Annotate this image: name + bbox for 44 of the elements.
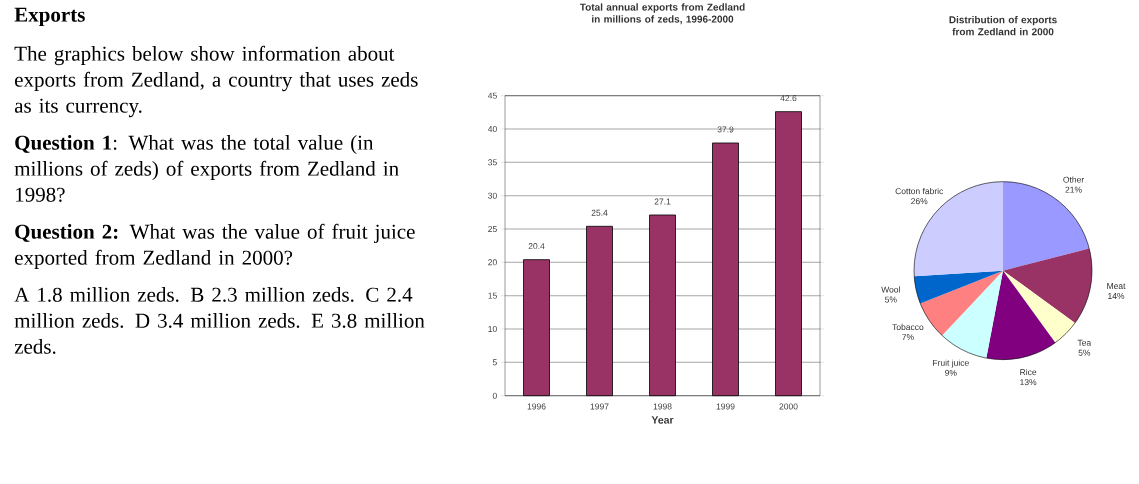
x-axis-title: Year	[651, 416, 674, 424]
y-tick-label: 30	[488, 192, 497, 199]
text: The graphics below show information about exports from Zedland, a country that uses zeds as its currency.	[14, 45, 418, 118]
slice-label: Rice	[1020, 369, 1037, 376]
chart-title: Distribution of exports from Zedland in 2000	[949, 16, 1057, 36]
y-tick-label: 15	[488, 292, 497, 299]
y-tick-label: 25	[488, 226, 497, 233]
data-label: 5%	[1078, 349, 1091, 356]
y-tick-label: 0	[492, 392, 497, 399]
x-tick-label: 1996	[527, 403, 546, 410]
chart-title: Total annual exports from Zedland in millions of zeds, 1996-2000	[579, 3, 745, 25]
data-label: 27.1	[654, 198, 671, 205]
data-label: 7%	[902, 334, 914, 341]
data-label: 13%	[1020, 379, 1037, 386]
data-label: 21%	[1065, 186, 1082, 193]
y-tick-label: 5	[492, 359, 497, 366]
y-tick-label: 35	[488, 159, 497, 166]
x-tick-label: 1997	[590, 403, 609, 410]
slice-label: Meat	[1107, 283, 1126, 290]
y-tick-label: 45	[487, 92, 497, 99]
y-tick-label: 40	[487, 126, 497, 133]
y-tick-label: 10	[488, 326, 497, 333]
y-tick-label: 20	[488, 259, 497, 266]
text: Exports	[14, 8, 85, 27]
slice-label: Fruit juice	[933, 359, 969, 368]
data-label: 42.6	[780, 95, 797, 102]
x-tick-label: 1998	[653, 403, 672, 410]
slice-label: Other	[1063, 176, 1084, 183]
slice-label: Tobacco	[892, 324, 924, 331]
text: A 1.8 million zeds. B 2.3 million zeds. C 2.4 million zeds. D 3.4 million zeds. E 3.8 million zeds.	[14, 287, 425, 355]
data-label: 14%	[1108, 293, 1125, 300]
text: Question 1: What was the total value (in millions of zeds) of exports from Zedland in 1998?	[14, 135, 399, 203]
slice-label: Wool	[881, 286, 900, 293]
slice-label: Tea	[1077, 339, 1092, 346]
data-label: 5%	[885, 296, 897, 303]
x-tick-label: 1999	[716, 403, 735, 410]
data-label: 37.9	[717, 126, 734, 133]
data-label: 20.4	[528, 243, 545, 250]
data-label: 26%	[911, 198, 928, 205]
text: Question 2: What was the value of fruit juice exported from Zedland in 2000?	[15, 223, 415, 270]
x-tick-label: 2000	[779, 403, 798, 410]
slice-label: Cotton fabric	[895, 188, 944, 195]
data-label: 25.4	[591, 209, 608, 216]
data-label: 9%	[945, 370, 957, 377]
